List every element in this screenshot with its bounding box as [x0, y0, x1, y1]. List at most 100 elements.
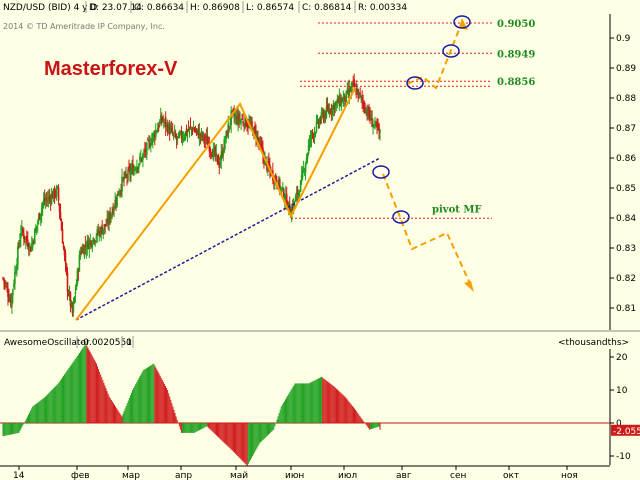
candle-body [56, 186, 59, 188]
candle-body [68, 292, 71, 295]
candle-body [260, 143, 262, 146]
candle-body [154, 130, 157, 138]
candle-body [291, 205, 294, 211]
osc-bar [318, 377, 320, 423]
candle-body [118, 193, 120, 196]
osc-bar [82, 348, 84, 423]
price-tick-label: 0.83 [616, 244, 636, 254]
candle-body [184, 131, 187, 139]
osc-bar [95, 363, 97, 423]
candle-body [227, 124, 230, 138]
osc-bar [117, 409, 119, 423]
price-tick-label: 0.87 [616, 124, 636, 134]
candle-body [208, 143, 211, 152]
osc-bar [241, 423, 243, 461]
osc-bar [85, 343, 87, 423]
candle-body [345, 90, 348, 102]
osc-bar [38, 401, 40, 423]
candle-body [222, 152, 225, 157]
osc-bar [27, 414, 29, 423]
osc-bar [94, 361, 96, 423]
osc-bar [272, 423, 274, 431]
osc-tick-label: 0 [616, 419, 622, 429]
high-label: H: 0.86908 [190, 3, 240, 13]
osc-bar [297, 383, 299, 423]
candle-body [27, 249, 30, 251]
candle-body [282, 188, 285, 201]
candle-body [219, 161, 222, 166]
osc-bar [230, 423, 232, 450]
osc-bar [134, 386, 136, 423]
candle-body [147, 139, 149, 141]
osc-bar [204, 423, 206, 428]
osc-bar [32, 406, 34, 423]
candle-body [4, 282, 6, 284]
osc-bar [185, 423, 187, 433]
osc-bar [330, 384, 332, 423]
candle-body [296, 189, 299, 195]
osc-bar [168, 393, 170, 423]
osc-bar [321, 376, 323, 423]
osc-bar [306, 383, 308, 423]
pivot-label: pivot MF [432, 204, 482, 215]
candle-body [350, 86, 353, 92]
ohlc-header: NZD/USD (BID) 4 y D D: 23.07.14 O: 0.866… [0, 0, 640, 14]
candle-body [225, 131, 228, 140]
candle-body [157, 125, 160, 129]
time-tick-label: июн [285, 471, 304, 480]
oscillator-bars [2, 343, 381, 466]
candle-body [295, 191, 298, 195]
candle-body [215, 152, 218, 157]
osc-bar [184, 423, 186, 433]
candle-body [199, 134, 202, 137]
candle-body [236, 115, 238, 123]
osc-bar [108, 396, 110, 423]
candle-body [160, 117, 163, 120]
candle-body [11, 294, 13, 307]
osc-bar [303, 383, 305, 423]
candle-body [231, 110, 233, 112]
candle-body [58, 203, 61, 213]
osc-bar [64, 374, 66, 423]
candle-body [63, 248, 66, 256]
osc-bar [368, 423, 370, 430]
candle-body [50, 193, 53, 205]
osc-bar [227, 423, 229, 447]
osc-bar [186, 423, 188, 433]
candle-body [12, 289, 14, 296]
osc-bar [158, 373, 160, 423]
price-tick-label: 0.88 [616, 94, 636, 104]
candle-body [127, 169, 129, 181]
candle-body [150, 145, 152, 147]
candle-body [268, 160, 270, 167]
candle-body [364, 108, 366, 113]
osc-bar [103, 382, 105, 423]
osc-bar [364, 423, 366, 424]
candle-body [360, 95, 362, 97]
osc-bar [355, 409, 357, 423]
osc-bar [334, 387, 336, 423]
candle-body [365, 109, 367, 112]
osc-bar [219, 423, 221, 439]
osc-bar [373, 423, 375, 429]
osc-bar [60, 378, 62, 423]
candle-body [7, 290, 9, 297]
osc-bar [77, 354, 79, 423]
candle-body [358, 92, 360, 97]
candle-body [359, 93, 361, 95]
candle-body [25, 237, 27, 241]
osc-bar [6, 423, 8, 436]
candle-body [65, 263, 68, 274]
candle-body [354, 85, 356, 87]
candle-body [31, 240, 34, 247]
osc-bar [273, 423, 275, 430]
candle-body [317, 121, 320, 124]
osc-bar [66, 371, 68, 423]
osc-bar [264, 423, 266, 438]
candle-body [134, 168, 136, 170]
osc-bar [283, 401, 285, 423]
osc-bar [378, 423, 380, 427]
osc-bar [14, 423, 16, 434]
osc-bar [242, 423, 244, 462]
